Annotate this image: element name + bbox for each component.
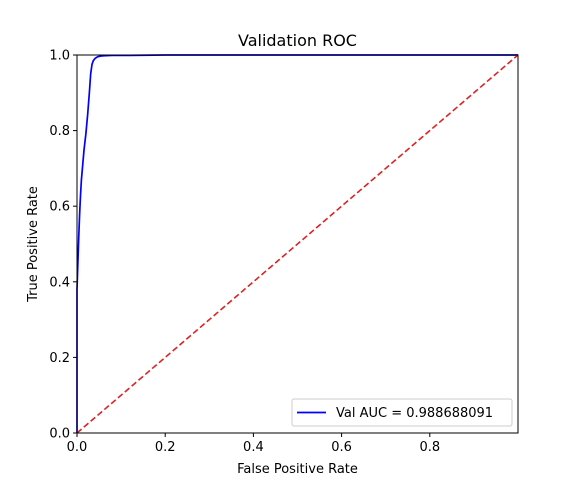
y-tick-label: 0.2 [49, 351, 70, 366]
x-tick-label: 0.2 [155, 440, 176, 455]
legend-box [291, 398, 513, 427]
y-tick-label: 1.0 [49, 49, 70, 64]
x-tick-label: 0.4 [243, 440, 264, 455]
chance-diagonal-line [76, 54, 519, 434]
legend: Val AUC = 0.988688091 [291, 398, 513, 427]
y-tick-label: 0.6 [49, 200, 70, 215]
x-tick-label: 0.6 [331, 440, 352, 455]
plot-area: 0.0 0.2 0.4 0.6 0.8 0.0 0.2 0.4 0.6 0.8 1.0 [49, 49, 519, 455]
chart-title: Validation ROC [238, 31, 357, 50]
y-tick-label: 0.8 [49, 124, 70, 139]
x-tick-label: 0.0 [67, 440, 88, 455]
x-axis-label: False Positive Rate [237, 462, 358, 477]
legend-entry-label: Val AUC = 0.988688091 [336, 406, 493, 421]
plot-frame [76, 54, 519, 434]
y-tick-label: 0.0 [49, 427, 70, 442]
x-tick-label: 0.8 [419, 440, 440, 455]
y-tick-label: 0.4 [49, 275, 70, 290]
y-axis-label: True Positive Rate [26, 186, 41, 303]
